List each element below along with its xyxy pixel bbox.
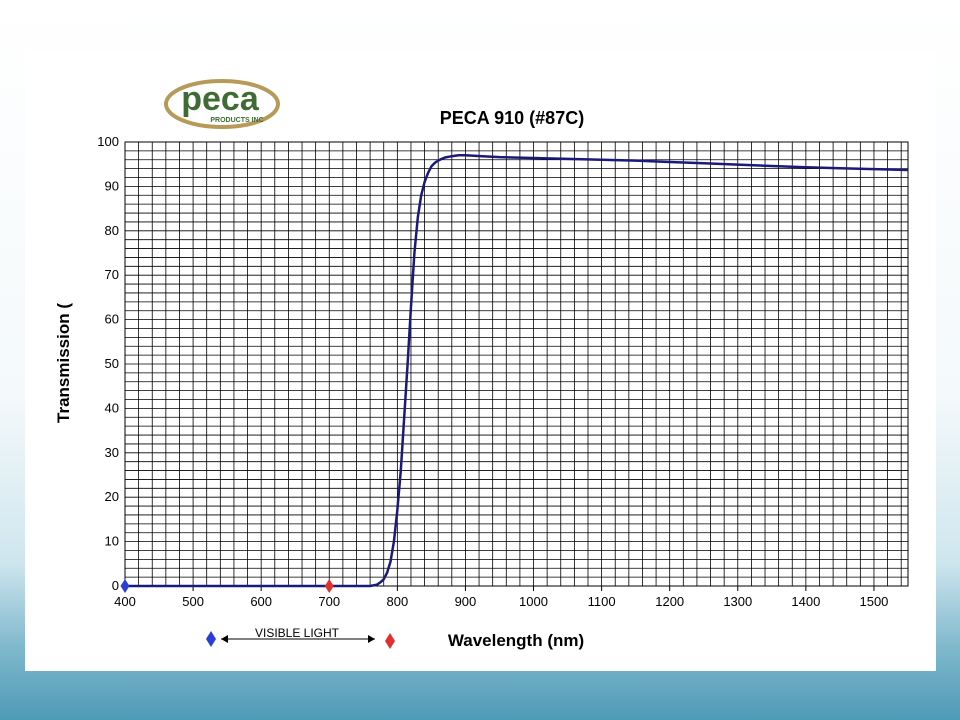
arrowhead-right [368, 635, 375, 643]
y-tick-label: 30 [105, 445, 119, 460]
y-tick-label: 50 [105, 356, 119, 371]
visible-light-label: VISIBLE LIGHT [255, 626, 340, 640]
arrowhead-left [221, 635, 228, 643]
y-tick-label: 70 [105, 267, 119, 282]
y-tick-label: 100 [97, 134, 119, 149]
transmission-series-line [125, 154, 909, 588]
tick-labels: 400 500 600 700 800 900 1000 1100 1200 1300 1400 15… [97, 134, 888, 609]
chart-title: PECA 910 (#87C) [440, 108, 584, 128]
x-tick-label: 1400 [791, 594, 820, 609]
visible-light-annotation: VISIBLE LIGHT [206, 626, 395, 649]
x-tick-label: 1100 [588, 594, 616, 609]
marker-layer [120, 579, 334, 593]
y-tick-label: 20 [105, 489, 119, 504]
x-tick-label: 1000 [519, 594, 548, 609]
y-tick-label: 0 [112, 578, 119, 593]
visible-start-marker [206, 631, 216, 647]
series-layer [125, 154, 909, 588]
y-tick-label: 40 [105, 400, 119, 415]
logo-ring [164, 79, 280, 129]
x-tick-label: 500 [182, 594, 204, 609]
logo-text: peca [181, 80, 260, 118]
x-tick-label: 1500 [859, 594, 888, 609]
y-tick-label: 60 [105, 312, 119, 327]
y-tick-label: 10 [105, 534, 119, 549]
visible-end-marker [385, 633, 395, 649]
x-tick-label: 1200 [655, 594, 684, 609]
x-tick-label: 900 [455, 594, 477, 609]
grid [124, 141, 909, 587]
axis-diamond-marker [324, 579, 334, 593]
x-tick-label: 1300 [723, 594, 752, 609]
chart-svg: peca PRODUCTS INC PECA 910 (#87C) Transm… [54, 79, 909, 650]
x-tick-label: 800 [386, 594, 408, 609]
logo-subtext: PRODUCTS INC [210, 117, 263, 124]
x-tick-label: 400 [114, 594, 136, 609]
x-tick-label: 700 [318, 594, 340, 609]
y-tick-label: 80 [105, 223, 119, 238]
axis-diamond-marker [120, 579, 130, 593]
chart-panel: peca PRODUCTS INC PECA 910 (#87C) Transm… [25, 50, 936, 671]
y-tick-label: 90 [105, 178, 119, 193]
x-axis-label: Wavelength (nm) [448, 631, 584, 650]
peca-logo: peca PRODUCTS INC [164, 79, 280, 129]
x-tick-label: 600 [250, 594, 272, 609]
y-axis-label: Transmission ( [54, 303, 73, 423]
